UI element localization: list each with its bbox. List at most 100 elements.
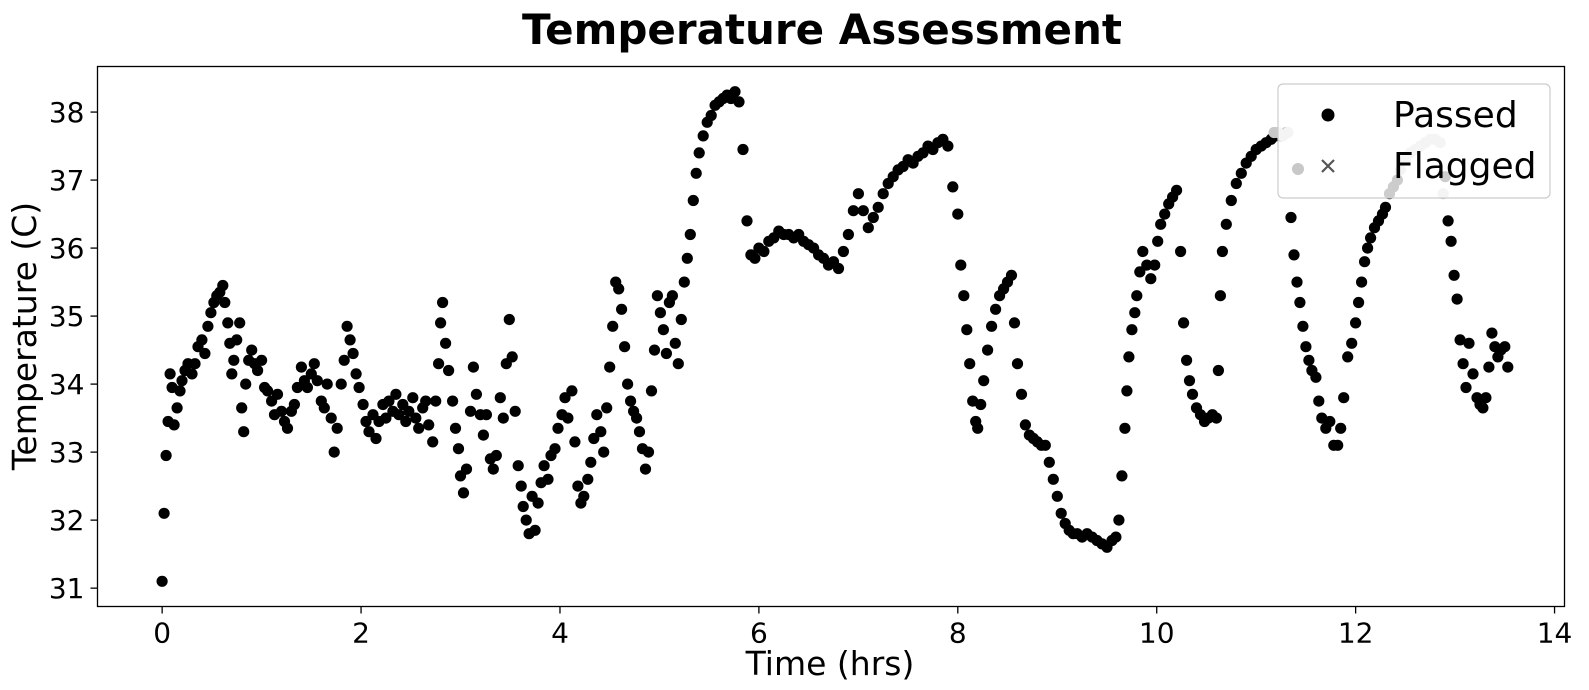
passed-point (572, 480, 584, 492)
passed-point (430, 395, 442, 407)
passed-point (427, 436, 439, 448)
passed-point (1353, 296, 1365, 309)
passed-point (189, 358, 201, 370)
passed-point (651, 290, 664, 302)
passed-point (380, 412, 392, 424)
passed-point (520, 514, 532, 526)
passed-point (407, 392, 419, 404)
passed-point (420, 395, 432, 407)
passed-point (341, 320, 353, 332)
passed-point (222, 317, 234, 329)
passed-point (705, 109, 717, 122)
passed-point (1483, 361, 1495, 373)
x-tick-label: 0 (153, 617, 171, 650)
passed-point (1230, 177, 1242, 190)
legend-flagged-marker (1321, 159, 1335, 173)
passed-point (622, 378, 634, 390)
passed-point (240, 378, 252, 390)
passed-point (1288, 249, 1300, 261)
passed-point (1335, 422, 1347, 434)
passed-point (1324, 415, 1336, 428)
passed-point (654, 307, 667, 319)
passed-point (256, 354, 268, 366)
passed-point (452, 443, 465, 455)
passed-point (360, 415, 372, 428)
passed-point (477, 429, 489, 441)
passed-point (877, 188, 889, 200)
y-tick-label: 32 (49, 504, 85, 537)
passed-point (347, 347, 359, 360)
passed-point (1116, 470, 1128, 482)
passed-point (350, 368, 362, 380)
passed-point (972, 422, 984, 434)
passed-point (588, 432, 600, 445)
passed-point (403, 405, 415, 417)
passed-point (1448, 269, 1460, 281)
passed-point (1051, 490, 1063, 502)
passed-point (961, 324, 973, 336)
passed-point (1225, 194, 1237, 207)
passed-point (975, 398, 987, 411)
passed-point (217, 279, 229, 292)
passed-point (660, 347, 673, 360)
passed-point (158, 507, 170, 519)
y-tick-label: 33 (49, 436, 85, 469)
passed-point (591, 409, 603, 421)
passed-point (370, 432, 382, 445)
passed-point (1338, 392, 1350, 404)
passed-point (1332, 439, 1344, 451)
passed-point (490, 449, 502, 462)
passed-point (226, 368, 238, 380)
passed-point (288, 398, 300, 411)
passed-point (331, 422, 343, 434)
y-tick-label: 34 (49, 368, 85, 401)
passed-point (678, 276, 690, 288)
passed-point (517, 500, 529, 513)
passed-point (741, 215, 753, 227)
passed-point (503, 313, 515, 326)
passed-point (749, 252, 761, 264)
x-tick-label: 14 (1537, 617, 1573, 650)
passed-point (321, 378, 333, 390)
passed-point (1216, 245, 1228, 258)
x-tick-label: 6 (750, 617, 768, 650)
passed-point (666, 290, 679, 302)
passed-point (1480, 392, 1492, 404)
x-axis-label: Time (hrs) (745, 644, 915, 683)
passed-point (164, 368, 176, 380)
passed-point (729, 86, 741, 98)
passed-point (958, 290, 970, 302)
passed-point (669, 337, 681, 349)
passed-point (1342, 351, 1354, 363)
passed-point (1113, 514, 1125, 526)
passed-point (311, 375, 323, 387)
passed-point (1310, 371, 1322, 383)
passed-point (1294, 296, 1306, 309)
passed-point (506, 351, 518, 363)
passed-point (449, 422, 462, 434)
passed-point (538, 460, 550, 472)
passed-point (1178, 317, 1190, 329)
passed-point (1220, 218, 1232, 230)
passed-point (174, 385, 186, 397)
passed-point (308, 358, 320, 370)
passed-point (1467, 368, 1479, 380)
passed-point (1134, 266, 1146, 278)
passed-point (1055, 507, 1067, 519)
y-tick-label: 37 (49, 164, 85, 197)
passed-point (1463, 337, 1475, 349)
passed-point (275, 405, 288, 417)
y-tick-label: 35 (49, 300, 85, 333)
legend-passed-marker (1321, 108, 1335, 122)
passed-point (318, 402, 330, 414)
passed-point (613, 283, 625, 295)
passed-point (1457, 358, 1469, 370)
passed-point (733, 96, 745, 108)
passed-point (338, 354, 350, 366)
passed-point (325, 412, 337, 424)
passed-point (357, 398, 369, 411)
passed-point (832, 262, 845, 275)
passed-point (1477, 402, 1489, 414)
passed-point (271, 388, 284, 400)
passed-point (1359, 256, 1371, 268)
